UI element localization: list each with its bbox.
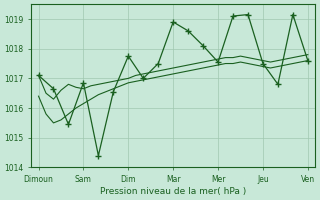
X-axis label: Pression niveau de la mer( hPa ): Pression niveau de la mer( hPa ) bbox=[100, 187, 246, 196]
